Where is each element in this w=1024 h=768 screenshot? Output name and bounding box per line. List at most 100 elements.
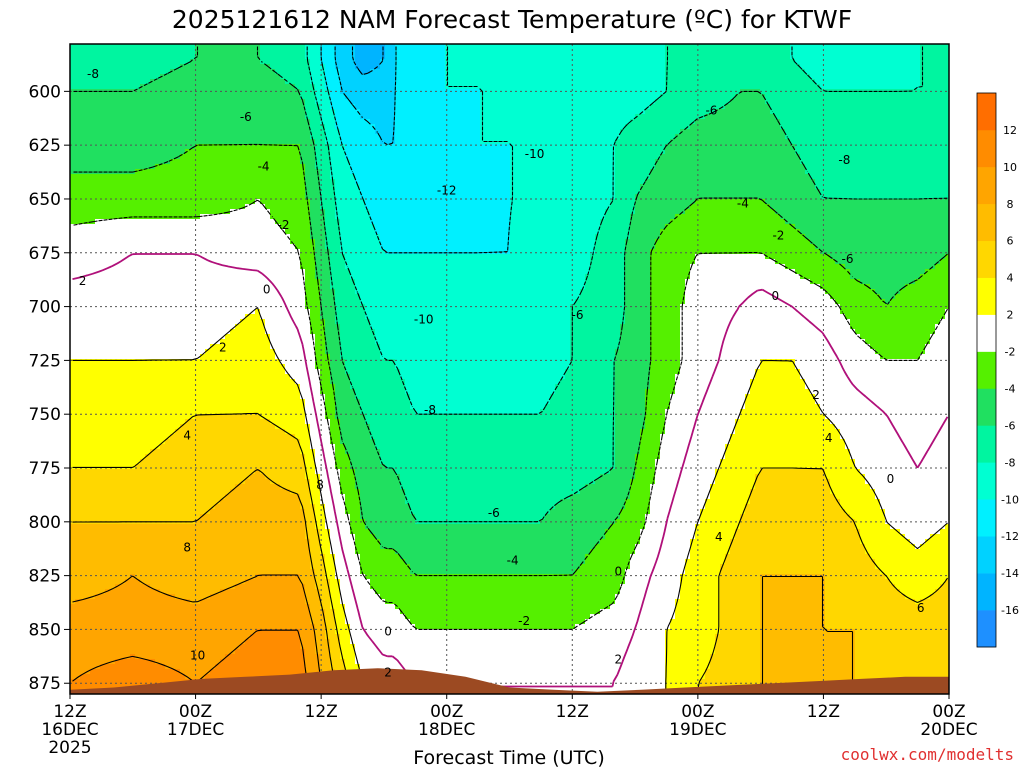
temperature-cell — [570, 134, 576, 140]
temperature-cell — [265, 69, 271, 75]
temperature-cell — [840, 84, 846, 90]
temperature-cell — [460, 149, 466, 155]
temperature-cell — [655, 169, 661, 175]
temperature-cell — [585, 154, 591, 160]
temperature-cell — [775, 99, 781, 105]
temperature-cell — [875, 164, 881, 170]
temperature-cell — [915, 169, 921, 175]
temperature-cell — [135, 74, 141, 80]
temperature-cell — [840, 44, 846, 50]
temperature-cell — [265, 99, 271, 105]
temperature-cell — [780, 99, 786, 105]
temperature-cell — [685, 79, 691, 85]
temperature-cell — [695, 94, 701, 100]
temperature-cell — [460, 174, 466, 180]
temperature-cell — [420, 59, 426, 65]
temperature-cell — [200, 144, 206, 150]
temperature-cell — [505, 124, 511, 130]
temperature-cell — [525, 169, 531, 175]
temperature-cell — [125, 79, 131, 85]
temperature-cell — [725, 129, 731, 135]
temperature-cell — [165, 139, 171, 145]
temperature-cell — [740, 179, 746, 185]
temperature-cell — [585, 54, 591, 60]
temperature-cell — [475, 59, 481, 65]
temperature-cell — [260, 59, 266, 65]
temperature-cell — [605, 124, 611, 130]
temperature-cell — [585, 139, 591, 145]
temperature-cell — [105, 154, 111, 160]
temperature-cell — [545, 69, 551, 75]
temperature-cell — [825, 159, 831, 165]
temperature-cell — [290, 154, 296, 160]
temperature-cell — [675, 129, 681, 135]
temperature-cell — [635, 124, 641, 130]
temperature-cell — [830, 99, 836, 105]
temperature-cell — [180, 44, 186, 50]
temperature-cell — [490, 159, 496, 165]
temperature-cell — [495, 129, 501, 135]
temperature-cell — [475, 104, 481, 110]
temperature-cell — [930, 44, 936, 50]
temperature-cell — [795, 149, 801, 155]
temperature-cell — [125, 164, 131, 170]
temperature-cell — [540, 154, 546, 160]
temperature-cell — [515, 169, 521, 175]
temperature-cell — [85, 124, 91, 130]
temperature-cell — [925, 164, 931, 170]
temperature-cell — [240, 164, 246, 170]
temperature-cell — [105, 74, 111, 80]
temperature-cell — [475, 109, 481, 115]
temperature-cell — [530, 164, 536, 170]
temperature-cell — [165, 64, 171, 70]
temperature-cell — [565, 114, 571, 120]
temperature-cell — [310, 179, 316, 185]
temperature-cell — [135, 59, 141, 65]
temperature-cell — [140, 149, 146, 155]
temperature-cell — [330, 54, 336, 60]
temperature-cell — [835, 129, 841, 135]
temperature-cell — [670, 79, 676, 85]
temperature-cell — [590, 114, 596, 120]
temperature-cell — [600, 44, 606, 50]
temperature-cell — [110, 89, 116, 95]
temperature-cell — [375, 119, 381, 125]
temperature-cell — [155, 179, 161, 185]
temperature-cell — [750, 79, 756, 85]
temperature-cell — [100, 169, 106, 175]
temperature-cell — [385, 84, 391, 90]
temperature-cell — [220, 179, 226, 185]
temperature-cell — [550, 174, 556, 180]
temperature-cell — [470, 54, 476, 60]
temperature-cell — [615, 69, 621, 75]
temperature-cell — [440, 84, 446, 90]
temperature-cell — [630, 84, 636, 90]
temperature-cell — [885, 129, 891, 135]
temperature-cell — [800, 49, 806, 55]
temperature-cell — [80, 169, 86, 175]
temperature-cell — [605, 139, 611, 145]
temperature-cell — [605, 179, 611, 185]
temperature-cell — [280, 49, 286, 55]
temperature-cell — [305, 94, 311, 100]
temperature-cell — [135, 84, 141, 90]
temperature-cell — [865, 69, 871, 75]
temperature-cell — [925, 84, 931, 90]
temperature-cell — [740, 84, 746, 90]
temperature-cell — [520, 114, 526, 120]
temperature-cell — [705, 84, 711, 90]
temperature-cell — [835, 159, 841, 165]
temperature-cell — [710, 74, 716, 80]
temperature-cell — [920, 84, 926, 90]
temperature-cell — [805, 104, 811, 110]
temperature-cell — [260, 119, 266, 125]
temperature-cell — [80, 54, 86, 60]
temperature-cell — [390, 54, 396, 60]
temperature-cell — [175, 149, 181, 155]
temperature-cell — [340, 139, 346, 145]
temperature-cell — [460, 99, 466, 105]
temperature-cell — [945, 59, 949, 65]
temperature-cell — [255, 134, 261, 140]
temperature-cell — [165, 54, 171, 60]
temperature-cell — [285, 184, 291, 190]
